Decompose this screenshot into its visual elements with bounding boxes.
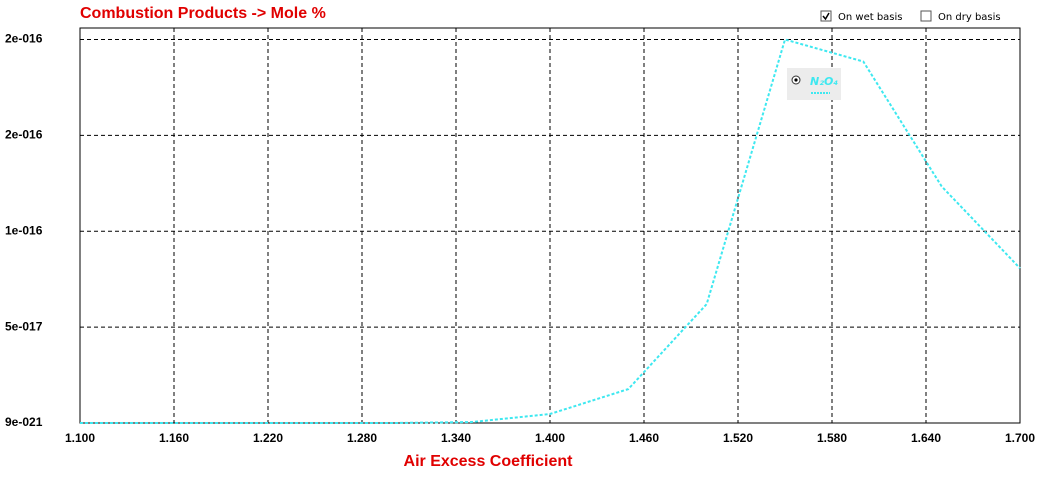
- checkbox-label[interactable]: On wet basis: [838, 12, 903, 23]
- checkbox-box[interactable]: [920, 10, 932, 22]
- x-tick-label: 1.100: [65, 431, 95, 445]
- x-tick-label: 1.640: [911, 431, 941, 445]
- y-tick-label: 1e-016: [5, 223, 43, 237]
- checkbox-label[interactable]: On dry basis: [938, 12, 1001, 23]
- grid: [79, 28, 1021, 424]
- legend: N₂O₄: [787, 68, 841, 100]
- y-tick-label: 9e-021: [5, 415, 43, 429]
- y-tick-label: 2e-016: [5, 32, 43, 46]
- series-line: [80, 38, 1021, 424]
- controls: On wet basis On dry basis: [820, 10, 1001, 23]
- checkbox-box[interactable]: [820, 10, 832, 22]
- x-tick-label: 1.220: [253, 431, 283, 445]
- marks: [80, 38, 1021, 424]
- checkbox[interactable]: On dry basis: [920, 10, 1001, 23]
- x-tick-label: 1.280: [347, 431, 377, 445]
- x-tick-label: 1.520: [723, 431, 753, 445]
- chart-title: Combustion Products -> Mole %: [80, 5, 326, 22]
- x-tick-label: 1.340: [441, 431, 471, 445]
- x-tick-label: 1.700: [1005, 431, 1035, 445]
- checkbox[interactable]: On wet basis: [820, 10, 903, 23]
- x-tick-label: 1.400: [535, 431, 565, 445]
- legend-label: N₂O₄: [810, 75, 838, 88]
- x-tick-label: 1.460: [629, 431, 659, 445]
- checkbox-check[interactable]: [822, 12, 830, 21]
- y-tick-label: 2e-016: [5, 128, 43, 142]
- x-tick-label: 1.160: [159, 431, 189, 445]
- legend-radio-dot: [794, 78, 798, 82]
- y-tick-label: 5e-017: [5, 319, 43, 333]
- x-axis-label: Air Excess Coefficient: [404, 453, 574, 470]
- x-tick-label: 1.580: [817, 431, 847, 445]
